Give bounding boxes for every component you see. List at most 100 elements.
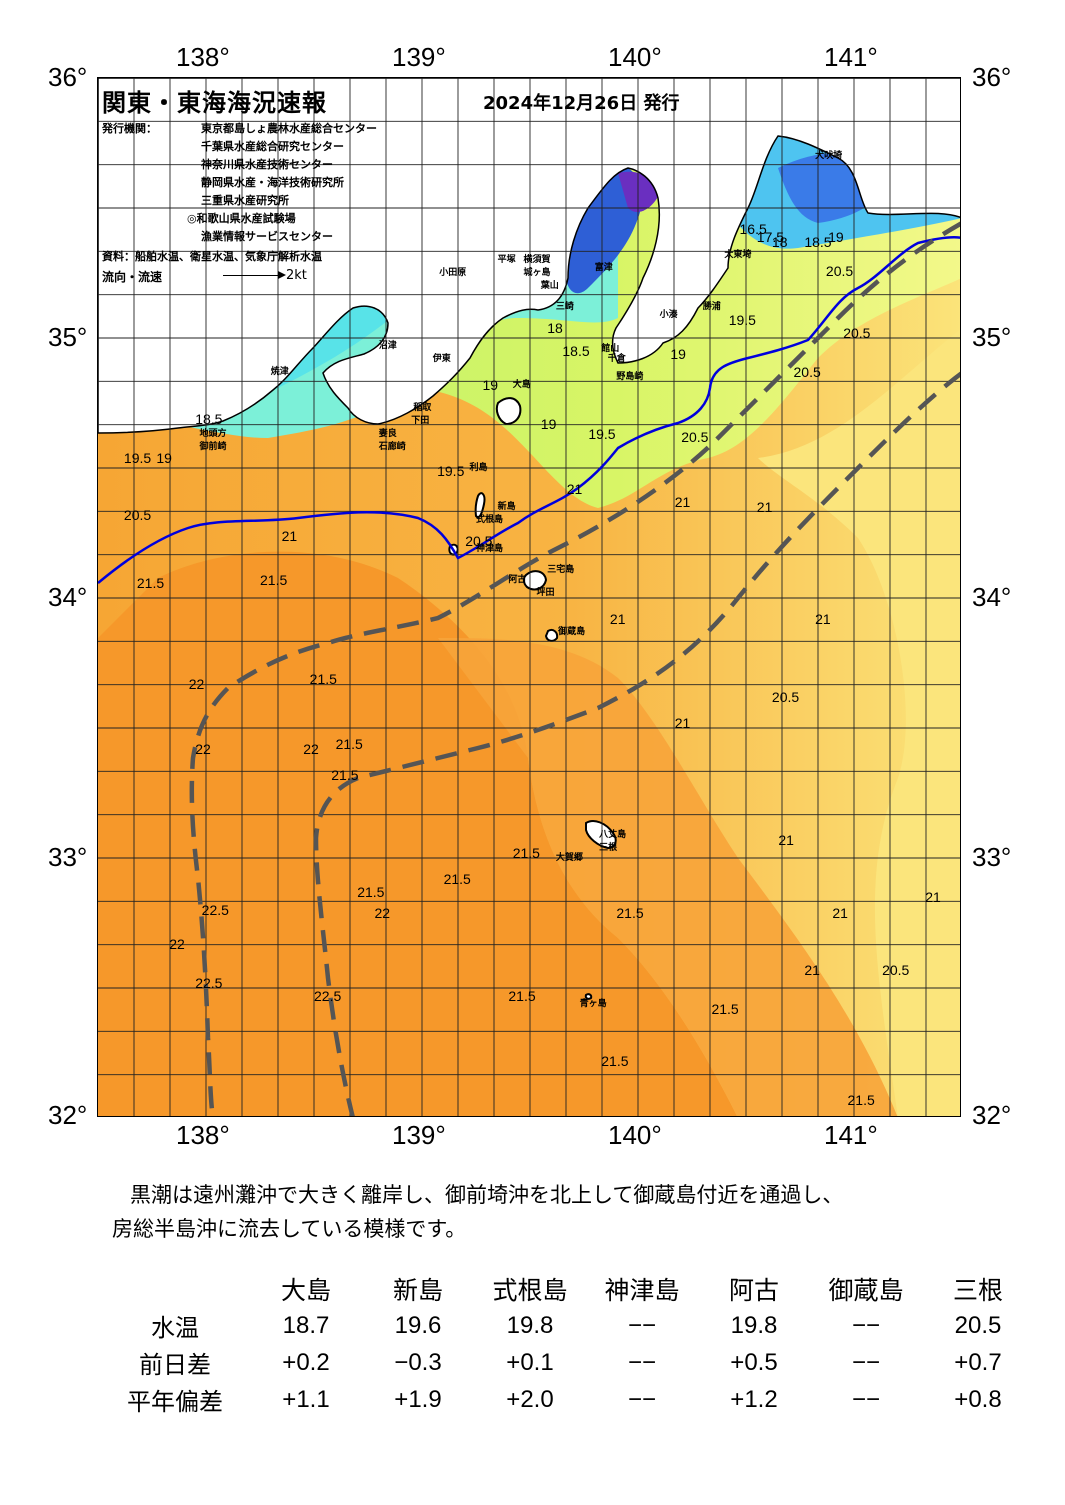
col-header: 三根: [952, 1276, 1003, 1305]
lat-label-35-left: 35°: [48, 322, 88, 352]
hachijojima-island[interactable]: [585, 820, 617, 850]
issuer-3: 神奈川県水産技術センター: [201, 158, 333, 171]
table-cell: −−: [627, 1311, 657, 1339]
contour-value-label: 22: [195, 741, 211, 757]
mikurajima-island[interactable]: [544, 628, 559, 642]
contour-value-label: 21: [832, 904, 848, 921]
contour-value-label: 19.5: [588, 426, 616, 443]
place-label: 小湊: [659, 309, 678, 320]
table-cell: 19.8: [730, 1311, 778, 1339]
contour-value-label: 21: [609, 611, 626, 627]
issuer-5: 三重県水産研究所: [201, 194, 289, 207]
place-label: 御前崎: [199, 442, 227, 453]
contour-value-label: 22: [169, 936, 185, 952]
table-cell: +1.1: [282, 1385, 330, 1413]
contour-value-label: 19.5: [123, 449, 152, 466]
contour-value-label: 21: [674, 715, 691, 731]
contour-value-label: 21.5: [260, 572, 288, 588]
contour-value-label: 21: [778, 832, 794, 848]
lat-label-36-right: 36°: [972, 62, 1012, 92]
place-label: 野島崎: [616, 372, 644, 383]
issuer-7: 漁業情報サービスセンター: [201, 230, 333, 243]
table-cell: +0.5: [730, 1348, 778, 1376]
place-label: 千倉: [607, 354, 626, 364]
col-header: 御蔵島: [828, 1276, 904, 1305]
contour-value-label: 22: [374, 904, 391, 921]
contour-value-label: 21: [674, 494, 691, 510]
lat-label-34-left: 34°: [48, 582, 88, 612]
map-canvas: [98, 78, 960, 1116]
contour-value-label: 20.5: [825, 262, 854, 279]
place-label: 焼津: [270, 367, 289, 377]
station-temperature-table: 大島 新島 式根島 神津島 阿古 御蔵島 三根 水温 18.7 19.6 19.…: [100, 1270, 1034, 1418]
contour-value-label: 19: [482, 377, 499, 393]
lat-label-34-right: 34°: [972, 582, 1012, 612]
contour-value-label: 19: [670, 345, 686, 362]
flow-legend-arrowhead: [278, 271, 286, 279]
place-label: 三宅島: [547, 564, 575, 575]
contour-value-label: 20.5: [882, 962, 910, 978]
place-label: 利島: [469, 463, 488, 474]
contour-value-label: 22.5: [314, 988, 342, 1004]
contour-value-label: 19: [540, 416, 557, 432]
table-cell: −−: [851, 1385, 881, 1413]
issue-date: 2024年12月26日 発行: [483, 93, 680, 114]
contour-value-label: 22.5: [201, 902, 229, 919]
contour-value-label: 22.5: [195, 975, 223, 991]
place-label: 阿古: [508, 575, 527, 585]
table-cell: 19.8: [506, 1311, 554, 1339]
contour-value-label: 20.5: [681, 429, 709, 445]
table-row-water-temp: 水温 18.7 19.6 19.8 −− 19.8 −− 20.5: [100, 1307, 1034, 1344]
place-label: 稲取: [413, 403, 432, 414]
lon-label-138-top: 138°: [176, 42, 230, 72]
contour-value-label: 22: [188, 676, 205, 692]
table-cell: −−: [627, 1348, 657, 1376]
place-label: 神津島: [476, 543, 504, 554]
summary-line-1: 黒潮は遠州灘沖で大きく離岸し、御前埼沖を北上して御蔵島付近を通過し、: [130, 1183, 844, 1207]
lon-label-140-top: 140°: [608, 42, 662, 72]
place-label: 葉山: [540, 281, 559, 292]
aogashima-island[interactable]: [584, 993, 593, 1000]
contour-value-label: 18: [771, 234, 788, 250]
table-cell: +0.7: [954, 1348, 1002, 1376]
place-label: 新島: [497, 502, 516, 513]
place-label: 三根: [599, 842, 618, 853]
table-cell: −−: [851, 1348, 881, 1376]
contour-value-label: 22: [303, 741, 319, 757]
table-cell: −−: [627, 1385, 657, 1413]
lat-label-32-left: 32°: [48, 1100, 88, 1130]
flow-legend-scale: 2kt: [286, 268, 307, 283]
contour-value-label: 21.5: [508, 988, 536, 1004]
place-label: 城ヶ島: [523, 268, 551, 279]
place-label: 地頭方: [199, 429, 227, 440]
issuer-label: 発行機関：: [102, 122, 157, 135]
place-label: 平塚: [497, 255, 516, 266]
col-header: 新島: [392, 1276, 443, 1305]
contour-value-label: 21.5: [335, 735, 363, 752]
contour-value-label: 21: [804, 962, 820, 978]
issuer-6: ◎和歌山県水産試験場: [187, 212, 296, 225]
contour-value-label: 20.5: [123, 507, 152, 523]
flow-legend-arrow: [223, 275, 283, 276]
contour-value-label: 16.5: [739, 221, 767, 237]
oshima-island[interactable]: [495, 397, 522, 426]
place-label: 小田原: [439, 268, 467, 279]
place-label: 沼津: [378, 341, 397, 351]
summary-line-2: 房総半島沖に流去している模様です。: [112, 1217, 467, 1241]
contour-value-label: 21.5: [309, 670, 337, 687]
table-corner: [100, 1270, 250, 1307]
lon-label-140-bottom: 140°: [608, 1120, 662, 1150]
sea-temperature-map[interactable]: 関東・東海海況速報 2024年12月26日 発行 発行機関： 東京都島しょ農林水…: [97, 77, 961, 1117]
miyakejima-island[interactable]: [522, 570, 548, 591]
lat-label-32-right: 32°: [972, 1100, 1012, 1130]
lon-label-138-bottom: 138°: [176, 1120, 230, 1150]
table-cell: +1.9: [394, 1385, 442, 1413]
place-label: 館山: [601, 343, 620, 354]
contour-value-label: 21: [925, 889, 941, 906]
warm-core-area: [98, 551, 737, 1116]
place-label: 太東埼: [724, 250, 752, 260]
contour-value-label: 20.5: [793, 364, 821, 380]
row-label: 前日差: [139, 1352, 211, 1379]
lon-label-139-bottom: 139°: [392, 1120, 446, 1150]
summary-text: 黒潮は遠州灘沖で大きく離岸し、御前埼沖を北上して御蔵島付近を通過し、 房総半島沖…: [112, 1178, 1012, 1246]
